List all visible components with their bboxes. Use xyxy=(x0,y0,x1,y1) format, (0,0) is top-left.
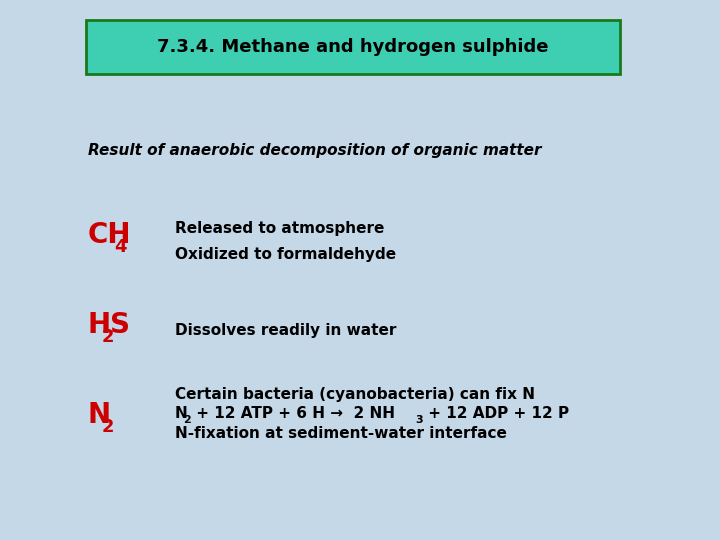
Text: Dissolves readily in water: Dissolves readily in water xyxy=(175,322,397,338)
Text: 7.3.4. Methane and hydrogen sulphide: 7.3.4. Methane and hydrogen sulphide xyxy=(157,38,549,56)
Text: Released to atmosphere: Released to atmosphere xyxy=(175,220,384,235)
Text: N: N xyxy=(175,407,188,422)
Text: 3: 3 xyxy=(415,415,423,425)
Text: S: S xyxy=(110,311,130,339)
Text: Result of anaerobic decomposition of organic matter: Result of anaerobic decomposition of org… xyxy=(88,143,541,158)
Text: 2: 2 xyxy=(102,328,114,346)
Text: N: N xyxy=(88,401,111,429)
Text: CH: CH xyxy=(88,221,132,249)
Text: Certain bacteria (cyanobacteria) can fix N: Certain bacteria (cyanobacteria) can fix… xyxy=(175,387,535,402)
Text: 2: 2 xyxy=(183,415,191,425)
Text: + 12 ATP + 6 H →  2 NH: + 12 ATP + 6 H → 2 NH xyxy=(191,407,395,422)
Text: 4: 4 xyxy=(114,238,127,256)
Text: N-fixation at sediment-water interface: N-fixation at sediment-water interface xyxy=(175,427,507,442)
Text: H: H xyxy=(88,311,111,339)
FancyBboxPatch shape xyxy=(86,20,620,74)
Text: + 12 ADP + 12 P: + 12 ADP + 12 P xyxy=(423,407,569,422)
Text: 2: 2 xyxy=(102,418,114,436)
Text: Oxidized to formaldehyde: Oxidized to formaldehyde xyxy=(175,246,396,261)
